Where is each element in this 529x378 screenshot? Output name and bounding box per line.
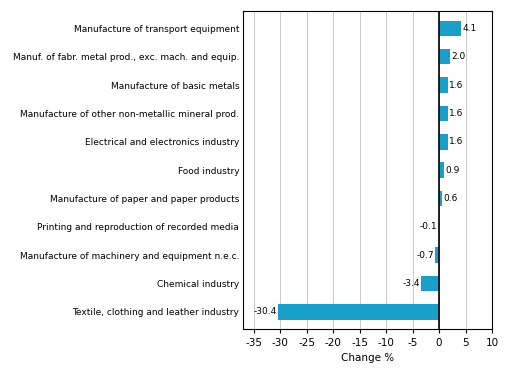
Text: 1.6: 1.6 xyxy=(449,81,463,90)
Text: 1.6: 1.6 xyxy=(449,109,463,118)
Text: 0.9: 0.9 xyxy=(445,166,460,175)
Text: -0.1: -0.1 xyxy=(419,222,437,231)
Bar xyxy=(439,105,448,121)
Bar xyxy=(278,304,439,320)
Text: 1.6: 1.6 xyxy=(449,137,463,146)
Bar xyxy=(439,49,450,65)
Bar xyxy=(439,77,448,93)
Bar xyxy=(439,20,461,36)
Text: -3.4: -3.4 xyxy=(402,279,420,288)
Text: 0.6: 0.6 xyxy=(444,194,458,203)
Bar xyxy=(439,191,442,206)
Text: 4.1: 4.1 xyxy=(462,24,476,33)
Text: -30.4: -30.4 xyxy=(254,307,277,316)
Text: 2.0: 2.0 xyxy=(451,52,465,61)
Bar xyxy=(421,276,439,291)
Text: -0.7: -0.7 xyxy=(416,251,434,260)
Bar xyxy=(439,134,448,150)
X-axis label: Change %: Change % xyxy=(341,353,394,363)
Bar xyxy=(435,247,439,263)
Bar xyxy=(439,162,444,178)
